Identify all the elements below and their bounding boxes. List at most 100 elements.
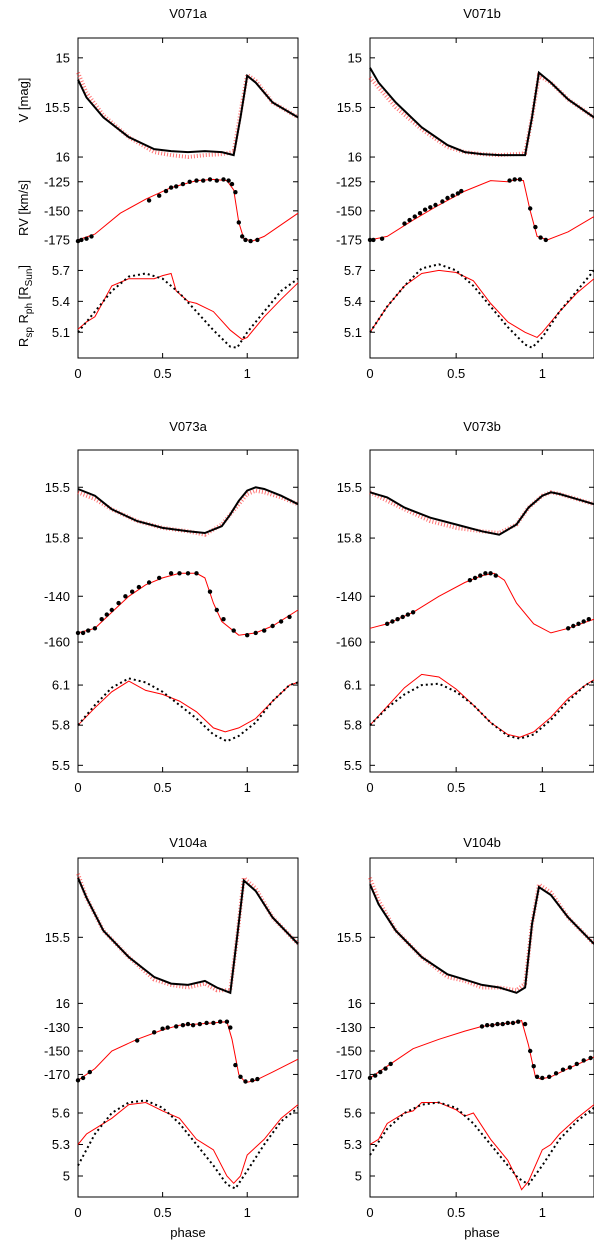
y-tick-label: 15.8 [337, 531, 362, 546]
observed-light-curve [369, 490, 594, 536]
y-tick-label: 5.1 [52, 325, 70, 340]
y-tick-label: 16 [56, 996, 70, 1011]
y-tick-label: 16 [348, 150, 362, 165]
rv-data-point [99, 617, 104, 622]
y-tick-label: 15 [348, 50, 362, 65]
rv-data-point [455, 191, 461, 196]
rv-data-point [278, 619, 284, 624]
plot-frame [369, 449, 594, 773]
x-axis-label: phase [464, 1225, 499, 1240]
plot-frame [369, 37, 594, 359]
rv-data-point [522, 1021, 528, 1027]
rv-data-point [538, 235, 543, 240]
rv-data-point [388, 1061, 393, 1067]
observed-light-curve [76, 71, 300, 160]
y-axis-label-rv: RV [km/s] [16, 180, 31, 236]
y-tick-label: 15.5 [45, 930, 70, 945]
y-tick-label: 15.8 [45, 531, 70, 546]
y-tick-label: 15.5 [45, 100, 70, 115]
rv-data-point [168, 571, 174, 576]
rv-data-point [79, 237, 84, 243]
rv-data-point [214, 607, 219, 613]
rv-data-point [248, 238, 253, 244]
y-tick-label: 5.5 [52, 758, 70, 773]
y-tick-label: 15.5 [337, 480, 362, 495]
rv-data-point [130, 589, 135, 594]
y-tick-label: 15 [56, 50, 70, 65]
rv-data-point [417, 211, 423, 216]
model-rv-curve [369, 572, 594, 634]
x-tick-label: 0 [366, 366, 373, 381]
rv-data-point [543, 237, 548, 243]
rv-data-point [194, 178, 199, 183]
rv-data-point [135, 1038, 140, 1043]
x-tick-label: 0.5 [447, 780, 465, 795]
x-tick-label: 0 [366, 1205, 373, 1220]
rv-data-point [422, 207, 428, 212]
rv-data-point [211, 1020, 216, 1026]
y-tick-label: 5.4 [344, 294, 362, 309]
rv-data-point [123, 594, 128, 599]
model-rv-curve [77, 178, 299, 242]
rv-data-point [236, 220, 241, 225]
rv-data-point [136, 584, 142, 590]
model-radius-curve [77, 1099, 299, 1190]
rv-data-point [75, 630, 81, 636]
rv-data-point [109, 607, 115, 613]
x-tick-label: 0.5 [447, 366, 465, 381]
y-tick-label: 15.5 [337, 930, 362, 945]
rv-data-point [152, 1030, 157, 1035]
y-axis-label-radius-part: Sun [24, 269, 35, 287]
rv-data-point [547, 1074, 552, 1080]
y-tick-label: -130 [336, 1020, 362, 1035]
rv-data-point [86, 628, 91, 633]
rv-data-point [483, 571, 488, 576]
rv-data-point [253, 630, 258, 636]
y-tick-label: -150 [44, 1044, 70, 1059]
rv-data-point [75, 1078, 81, 1083]
rv-data-point [104, 612, 110, 617]
x-tick-label: 1 [539, 366, 546, 381]
y-tick-label: -150 [336, 203, 362, 218]
observed-radius-curve [77, 680, 299, 733]
x-tick-label: 0.5 [447, 1205, 465, 1220]
rv-data-point [588, 1055, 593, 1061]
x-tick-label: 0.5 [154, 780, 172, 795]
rv-data-point [534, 1074, 540, 1080]
rv-data-point [566, 626, 571, 631]
observed-light-curve [368, 877, 594, 993]
y-tick-label: 5.1 [344, 325, 362, 340]
y-tick-label: -160 [336, 635, 362, 650]
rv-data-point [243, 1079, 248, 1084]
rv-data-point [204, 1020, 209, 1026]
rv-data-point [146, 198, 152, 203]
observed-radius-curve [77, 1101, 299, 1185]
observed-light-curve [76, 873, 300, 993]
model-rv-curve [369, 178, 594, 241]
rv-data-point [440, 199, 445, 204]
y-tick-label: 5.6 [344, 1106, 362, 1121]
rv-data-point [238, 1074, 243, 1080]
y-tick-label: 5 [355, 1169, 362, 1184]
rv-data-point [560, 1067, 566, 1072]
rv-data-point [517, 177, 523, 182]
rv-data-point [194, 571, 199, 576]
y-tick-label: 5.4 [52, 294, 70, 309]
x-tick-label: 1 [244, 366, 251, 381]
y-axis-label-radius-part: ] [16, 265, 31, 269]
rv-data-point [177, 571, 182, 576]
rv-data-point [479, 1024, 485, 1029]
y-tick-label: -160 [44, 635, 70, 650]
y-tick-label: -150 [44, 203, 70, 218]
rv-data-point [165, 1025, 170, 1030]
y-tick-label: 5.3 [52, 1137, 70, 1152]
rv-data-point [395, 617, 400, 622]
rv-data-point [84, 236, 89, 241]
rv-data-point [221, 617, 226, 622]
y-tick-label: 16 [348, 996, 362, 1011]
y-tick-label: -140 [44, 589, 70, 604]
y-tick-label: 6.1 [344, 678, 362, 693]
rv-data-point [390, 619, 395, 624]
rv-data-point [270, 623, 275, 629]
